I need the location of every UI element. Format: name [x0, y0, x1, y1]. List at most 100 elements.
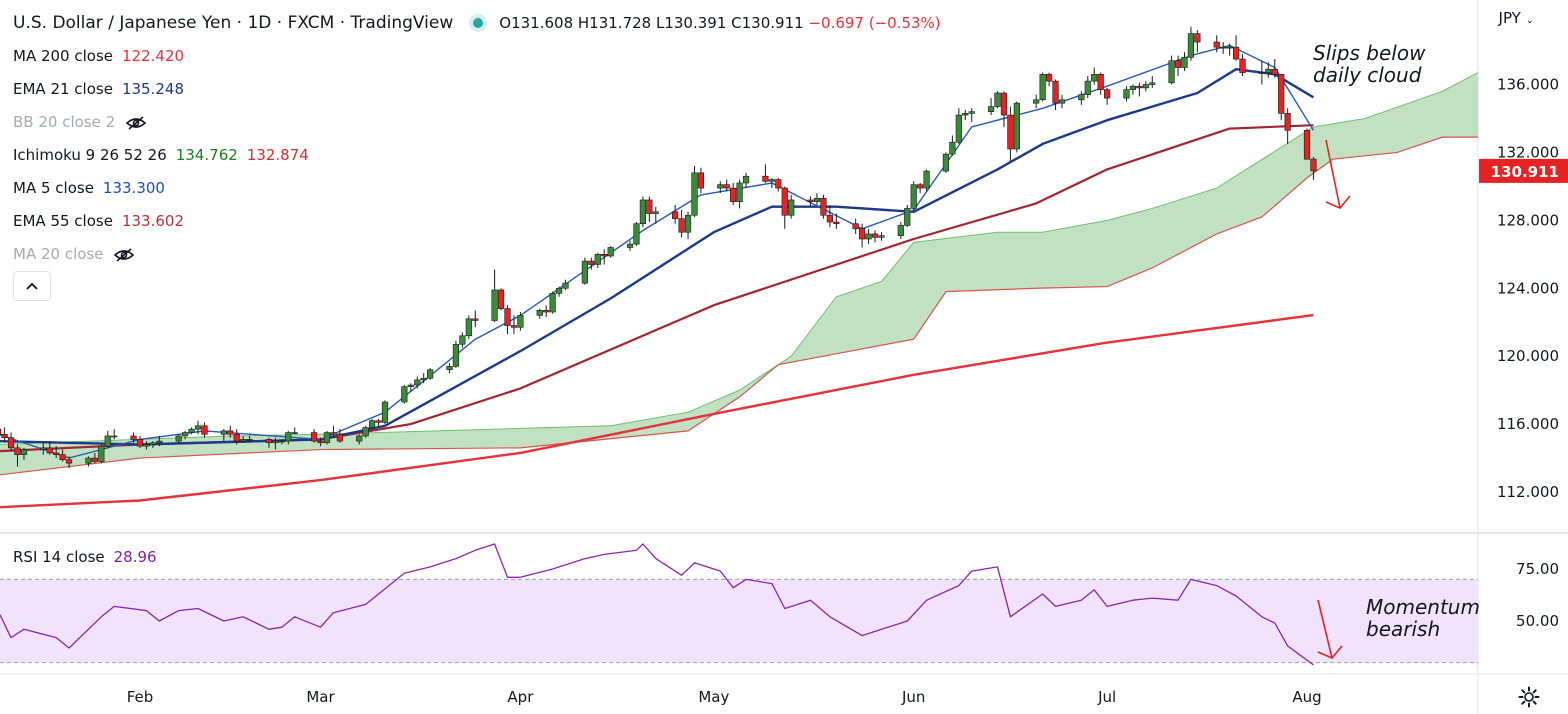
candle[interactable] [459, 332, 466, 348]
candle[interactable] [182, 430, 189, 440]
candle[interactable] [626, 240, 634, 251]
candle[interactable] [1084, 76, 1091, 99]
currency-selector[interactable]: JPY ⌄ [1498, 9, 1534, 27]
candle[interactable] [1284, 108, 1291, 144]
candle[interactable] [40, 442, 47, 455]
candle[interactable] [362, 425, 369, 438]
candle[interactable] [678, 210, 685, 238]
candle[interactable] [91, 452, 98, 464]
legend-ema21[interactable]: EMA 21 close 135.248 [13, 80, 184, 98]
candle[interactable] [594, 252, 601, 268]
candle[interactable] [607, 245, 614, 258]
candle[interactable] [1000, 91, 1008, 127]
candle[interactable] [1013, 101, 1020, 153]
candle[interactable] [742, 172, 750, 189]
candle[interactable] [1174, 55, 1182, 77]
candle[interactable] [285, 430, 292, 445]
candle[interactable] [878, 232, 885, 241]
candle[interactable] [955, 108, 962, 144]
candle[interactable] [175, 434, 182, 443]
candle[interactable] [65, 456, 73, 469]
eye-hidden-icon[interactable] [125, 115, 147, 130]
candle[interactable] [246, 435, 253, 443]
legend-ema55[interactable]: EMA 55 close 133.602 [13, 212, 184, 230]
candle[interactable] [1045, 72, 1053, 87]
candle[interactable] [1136, 82, 1143, 97]
candle[interactable] [375, 418, 382, 428]
candle[interactable] [723, 179, 730, 192]
candle[interactable] [310, 429, 318, 443]
candle[interactable] [46, 441, 53, 455]
candle[interactable] [1181, 52, 1188, 71]
candle[interactable] [987, 98, 995, 116]
candle[interactable] [1078, 91, 1085, 105]
candle[interactable] [323, 430, 331, 445]
candle[interactable] [917, 182, 924, 194]
candle[interactable] [156, 435, 163, 447]
candle[interactable] [730, 182, 737, 206]
candle[interactable] [1310, 157, 1317, 180]
candle[interactable] [1258, 60, 1265, 85]
candle[interactable] [420, 373, 427, 384]
candle[interactable] [1123, 86, 1130, 102]
candle[interactable] [962, 109, 969, 121]
candle[interactable] [1303, 128, 1311, 160]
candle[interactable] [381, 400, 389, 425]
candle[interactable] [20, 447, 28, 460]
candle[interactable] [491, 269, 498, 323]
candle[interactable] [1168, 55, 1175, 85]
candle[interactable] [833, 213, 840, 229]
candle[interactable] [859, 223, 866, 248]
legend-ichimoku[interactable]: Ichimoku 9 26 52 26 134.762 132.874 [13, 146, 309, 164]
symbol-title[interactable]: U.S. Dollar / Japanese Yen · 1D · FXCM ·… [13, 13, 454, 33]
candle[interactable] [826, 205, 833, 228]
collapse-legend-button[interactable] [13, 271, 51, 301]
candle[interactable] [549, 291, 556, 314]
candle[interactable] [807, 196, 814, 207]
candle[interactable] [111, 429, 118, 440]
candle[interactable] [536, 308, 543, 319]
candle[interactable] [897, 222, 904, 240]
eye-hidden-icon[interactable] [113, 247, 135, 262]
candle[interactable] [581, 257, 588, 285]
candle[interactable] [852, 218, 859, 234]
candle[interactable] [14, 444, 21, 467]
candle[interactable] [871, 230, 879, 243]
candle[interactable] [1142, 81, 1149, 92]
candle[interactable] [465, 315, 472, 340]
candle[interactable] [813, 193, 821, 206]
candle[interactable] [356, 434, 363, 445]
candle[interactable] [1007, 106, 1014, 161]
candle[interactable] [240, 435, 247, 443]
candle[interactable] [1, 427, 8, 443]
candle[interactable] [762, 164, 769, 183]
candle[interactable] [543, 305, 550, 318]
candle[interactable] [407, 383, 414, 392]
candles[interactable] [0, 26, 1317, 469]
candle[interactable] [1129, 84, 1137, 95]
candle[interactable] [781, 186, 788, 229]
candle[interactable] [968, 108, 975, 122]
candle[interactable] [330, 425, 337, 438]
candle[interactable] [923, 169, 930, 192]
time-axis[interactable]: Feb Mar Apr May Jun Jul Aug [127, 688, 1322, 706]
candle[interactable] [136, 435, 144, 448]
candle[interactable] [1104, 87, 1111, 105]
candle[interactable] [53, 446, 60, 459]
candle[interactable] [768, 177, 775, 189]
candle[interactable] [233, 429, 240, 445]
candle[interactable] [85, 456, 92, 467]
candle[interactable] [820, 194, 827, 219]
candle[interactable] [942, 152, 950, 173]
candle[interactable] [1058, 94, 1066, 109]
candle[interactable] [633, 222, 640, 246]
candle[interactable] [497, 288, 505, 311]
candle[interactable] [788, 194, 795, 219]
legend-ma200[interactable]: MA 200 close 122.420 [13, 47, 185, 65]
candle[interactable] [1039, 72, 1046, 102]
legend-ma5[interactable]: MA 5 close 133.300 [13, 179, 165, 197]
candle[interactable] [1271, 59, 1278, 78]
candle[interactable] [317, 437, 324, 447]
gear-icon[interactable] [1518, 686, 1540, 708]
